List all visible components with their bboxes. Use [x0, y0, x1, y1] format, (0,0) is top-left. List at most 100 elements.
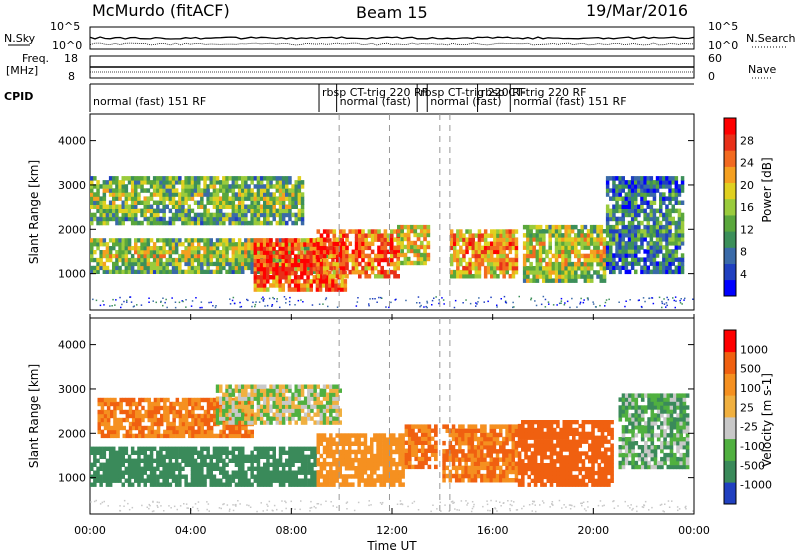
heatmap-cell — [570, 224, 575, 230]
heatmap-cell — [244, 470, 248, 475]
heatmap-cell — [499, 265, 503, 271]
heatmap-cell — [630, 204, 635, 209]
heatmap-cell — [159, 238, 163, 243]
heatmap-cell — [621, 224, 625, 230]
heatmap-cell — [326, 265, 330, 271]
heatmap-cell — [168, 466, 173, 471]
heatmap-cell — [426, 244, 431, 250]
heatmap-cell — [160, 405, 164, 411]
heatmap-cell — [582, 301, 585, 304]
heatmap-cell — [253, 250, 258, 255]
heatmap-cell — [281, 462, 286, 467]
heatmap-cell — [119, 405, 123, 411]
heatmap-cell — [256, 482, 261, 487]
heatmap-cell — [668, 228, 672, 234]
heatmap-cell — [275, 400, 280, 405]
heatmap-cell — [293, 254, 298, 259]
heatmap-cell — [407, 436, 412, 441]
heatmap-cell — [418, 302, 421, 304]
heatmap-cell — [462, 237, 466, 242]
heatmap-cell — [262, 300, 265, 302]
heatmap-cell — [281, 266, 285, 272]
heatmap-cell — [379, 457, 383, 463]
heatmap-cell — [615, 237, 619, 242]
heatmap-cell — [219, 208, 223, 214]
heatmap-cell — [646, 188, 650, 193]
heatmap-cell — [313, 412, 317, 417]
heatmap-cell — [474, 233, 479, 238]
heatmap-cell — [187, 246, 191, 251]
heatmap-cell — [181, 216, 185, 222]
heatmap-cell — [237, 196, 242, 201]
heatmap-cell — [278, 216, 283, 222]
heatmap-cell — [293, 270, 298, 276]
heatmap-cell — [294, 478, 298, 483]
heatmap-cell — [354, 441, 358, 446]
heatmap-cell — [474, 265, 479, 271]
heatmap-cell — [112, 458, 116, 463]
heatmap-cell — [646, 184, 650, 189]
heatmap-cell — [156, 405, 161, 411]
heatmap-cell — [621, 176, 625, 181]
heatmap-cell — [193, 212, 198, 218]
heatmap-cell — [621, 233, 625, 238]
heatmap-cell — [358, 249, 362, 255]
heatmap-cell — [171, 466, 176, 471]
heatmap-cell — [222, 433, 226, 439]
heatmap-cell — [160, 413, 164, 419]
heatmap-cell — [580, 233, 584, 238]
heatmap-cell — [171, 212, 176, 218]
heatmap-cell — [291, 392, 295, 397]
heatmap-cell — [241, 409, 245, 415]
heatmap-cell — [297, 392, 302, 397]
heatmap-cell — [338, 482, 342, 487]
heatmap-cell — [493, 274, 497, 279]
heatmap-cell — [121, 188, 125, 193]
heatmap-cell — [306, 254, 310, 259]
heatmap-cell — [480, 249, 485, 255]
heatmap-cell — [332, 384, 336, 389]
heatmap-cell — [124, 192, 129, 197]
heatmap-cell — [586, 233, 591, 238]
heatmap-cell — [288, 396, 292, 401]
heatmap-cell — [244, 392, 248, 397]
heatmap-cell — [318, 283, 323, 288]
heatmap-cell — [171, 220, 176, 226]
heatmap-cell — [499, 233, 503, 238]
heatmap-cell — [322, 396, 327, 401]
heatmap-cell — [307, 470, 311, 475]
heatmap-cell — [401, 482, 405, 487]
heatmap-cell — [665, 249, 669, 254]
heatmap-cell — [642, 297, 645, 299]
heatmap-cell — [144, 413, 148, 419]
heatmap-cell — [505, 265, 509, 271]
heatmap-cell — [193, 216, 198, 222]
heatmap-cell — [361, 253, 365, 259]
heatmap-cell — [124, 176, 129, 181]
heatmap-cell — [278, 176, 283, 181]
heatmap-cell — [367, 265, 372, 271]
heatmap-cell — [671, 249, 675, 254]
heatmap-cell — [275, 412, 280, 417]
heatmap-cell — [325, 474, 330, 479]
heatmap-cell — [665, 302, 668, 304]
heatmap-cell — [222, 242, 226, 247]
heatmap-cell — [615, 233, 619, 238]
heatmap-cell — [143, 470, 147, 475]
heatmap-cell — [278, 420, 283, 425]
heatmap-cell — [655, 228, 660, 234]
heatmap-cell — [480, 237, 485, 242]
heatmap-cell — [156, 246, 160, 251]
heatmap-cell — [113, 401, 117, 407]
heatmap-cell — [554, 274, 559, 279]
heatmap-cell — [241, 462, 245, 467]
heatmap-cell — [580, 229, 584, 234]
heatmap-cell — [325, 478, 330, 483]
heatmap-cell — [373, 461, 377, 467]
heatmap-cell — [486, 249, 491, 255]
heatmap-cell — [351, 449, 355, 455]
heatmap-cell — [583, 241, 588, 246]
heatmap-cell — [449, 245, 454, 251]
heatmap-cell — [674, 253, 679, 258]
heatmap-cell — [234, 429, 239, 435]
